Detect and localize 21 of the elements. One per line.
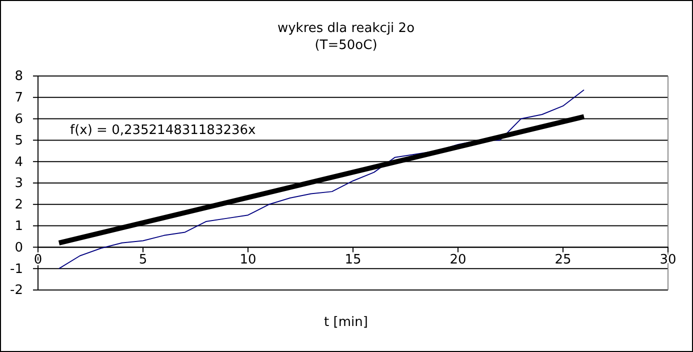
y-tick-label: -2 [10,283,23,298]
x-axis-title: t [min] [324,315,368,330]
x-tick-label: 15 [344,252,362,268]
annotation: f(x) = 0,235214831183236x [70,123,256,138]
chart-subtitle: (T=50oC) [314,38,378,53]
y-tick-label: 7 [14,90,23,106]
x-tick-label: 5 [138,252,148,268]
x-tick-label: 10 [240,252,256,268]
x-tick-label: 25 [554,252,572,268]
chart-title: wykres dla reakcji 2o [277,21,415,36]
y-tick-label: 8 [14,69,23,84]
y-tick-label: -1 [10,262,23,277]
x-tick-label: 20 [450,252,466,268]
y-tick-label: 1 [14,218,23,234]
x-tick-label: 30 [660,252,676,268]
y-tick-label: 0 [14,240,23,256]
y-tick-label: 3 [14,176,23,192]
y-tick-label: 6 [14,112,23,127]
y-tick-label: 4 [14,154,23,170]
y-tick-label: 2 [14,198,23,213]
y-tick-label: 5 [14,133,23,148]
